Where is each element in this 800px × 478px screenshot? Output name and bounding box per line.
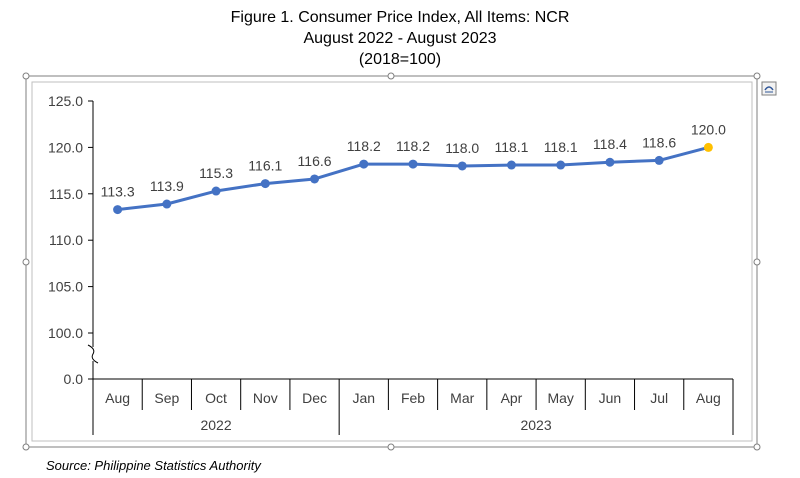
x-tick-label: Sep (154, 390, 179, 406)
chart-elements-icon[interactable] (761, 81, 777, 96)
x-tick-label: Nov (253, 390, 278, 406)
y-tick-label: 105.0 (48, 279, 83, 295)
y-tick-label: 0.0 (64, 371, 84, 387)
x-tick-label: Dec (302, 390, 327, 406)
data-point (113, 205, 123, 215)
data-label: 118.4 (593, 136, 627, 152)
data-label: 118.6 (642, 134, 676, 150)
y-tick-label: 125.0 (48, 93, 83, 109)
plot-border (31, 81, 753, 442)
data-point (605, 157, 615, 167)
data-label: 118.0 (445, 140, 479, 156)
data-label: 115.3 (199, 165, 233, 181)
data-label: 118.1 (494, 139, 528, 155)
data-point (408, 159, 418, 169)
data-point (506, 160, 516, 170)
axis-break-mark (87, 344, 99, 364)
x-group-label: 2022 (200, 417, 231, 433)
chart-base-year: (2018=100) (358, 51, 442, 68)
data-point (654, 155, 664, 165)
source-note: Source: Philippine Statistics Authority (46, 458, 261, 473)
data-point (211, 186, 221, 196)
data-label: 113.9 (150, 178, 184, 194)
data-point (703, 142, 713, 152)
x-tick-label: Jan (352, 390, 375, 406)
chart-title: Figure 1. Consumer Price Index, All Item… (230, 9, 570, 26)
y-tick-label: 120.0 (48, 139, 83, 155)
x-tick-label: Jun (599, 390, 622, 406)
x-tick-label: Aug (105, 390, 130, 406)
resize-handle (22, 72, 30, 80)
chart-selection-frame[interactable] (25, 75, 758, 448)
data-point (260, 179, 270, 189)
y-tick-label: 110.0 (49, 232, 83, 248)
resize-handles[interactable] (22, 72, 761, 451)
y-tick-label: 115.0 (49, 186, 83, 202)
data-label: 118.2 (347, 138, 381, 154)
data-label: 116.1 (248, 158, 282, 174)
x-tick-label: Oct (205, 390, 227, 406)
x-tick-label: Feb (401, 390, 425, 406)
data-label: 118.1 (544, 139, 578, 155)
resize-handle (753, 258, 761, 266)
data-point (162, 199, 172, 209)
resize-handle (22, 443, 30, 451)
resize-handle (22, 258, 30, 266)
data-point (359, 159, 369, 169)
data-point (457, 161, 467, 171)
y-tick-label: 100.0 (48, 325, 83, 341)
data-label: 120.0 (691, 121, 726, 137)
x-tick-label: Jul (650, 390, 668, 406)
resize-handle (753, 72, 761, 80)
chart-subtitle: August 2022 - August 2023 (303, 30, 497, 47)
x-tick-label: May (547, 390, 573, 406)
x-tick-label: Apr (501, 390, 523, 406)
data-label: 118.2 (396, 138, 430, 154)
data-point (310, 174, 320, 184)
data-label: 116.6 (298, 153, 332, 169)
data-point (556, 160, 566, 170)
x-tick-label: Mar (450, 390, 474, 406)
x-tick-label: Aug (696, 390, 721, 406)
resize-handle (387, 72, 395, 80)
resize-handle (387, 443, 395, 451)
data-label: 113.3 (101, 184, 135, 200)
resize-handle (753, 443, 761, 451)
x-group-label: 2023 (520, 417, 551, 433)
